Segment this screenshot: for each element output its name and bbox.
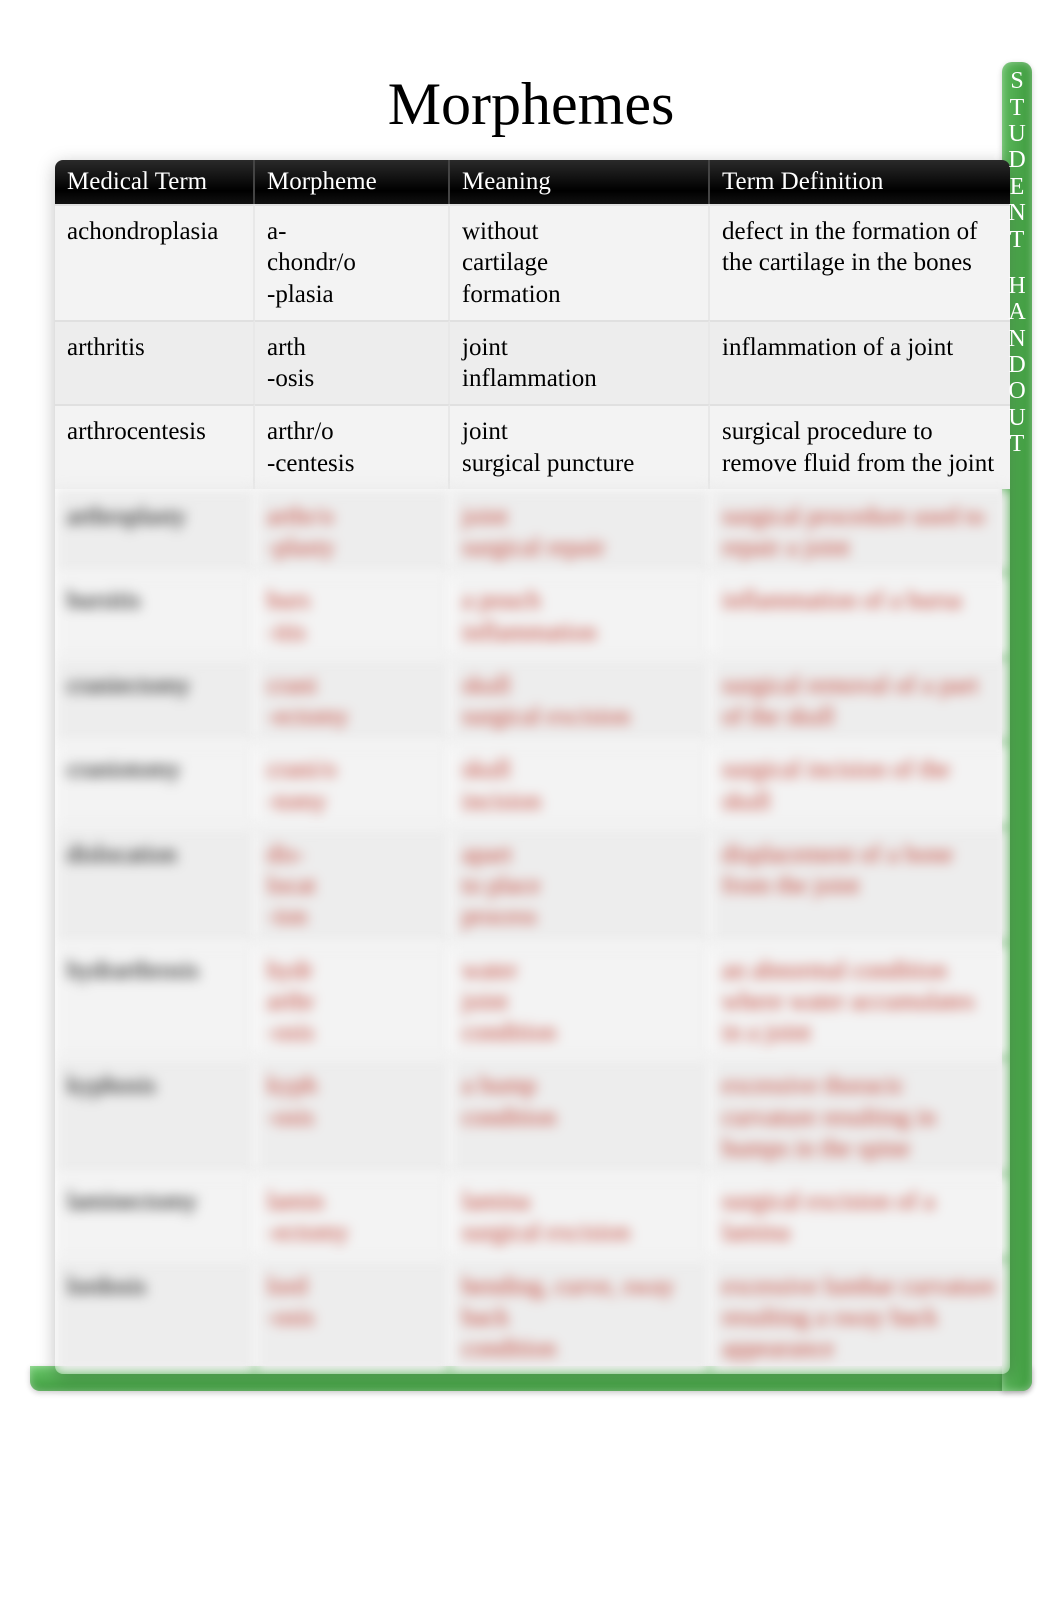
cell-morpheme: lamin-ectomy — [255, 1174, 450, 1259]
table-body: achondroplasiaa-chondr/o-plasiawithoutca… — [55, 204, 1010, 1374]
table-row: arthrocentesisarthr/o-centesisjointsurgi… — [55, 404, 1010, 489]
cell-meaning: jointsurgical puncture — [450, 404, 710, 489]
table-row: arthroplastyarthr/o-plastyjointsurgical … — [55, 489, 1010, 574]
cell-morpheme: crani-ectomy — [255, 658, 450, 743]
table-header-row: Medical Term Morpheme Meaning Term Defin… — [55, 160, 1010, 204]
cell-definition: surgical removal of a part of the skull — [710, 658, 1010, 743]
cell-term: lordosis — [55, 1259, 255, 1375]
cell-meaning: bending, curve, sway backcondition — [450, 1259, 710, 1375]
cell-meaning: jointsurgical repair — [450, 489, 710, 574]
table-row: bursitisburs-itisa pouchinflammationinfl… — [55, 573, 1010, 658]
cell-definition: excessive thoracic curvature resulting i… — [710, 1058, 1010, 1174]
cell-morpheme: a-chondr/o-plasia — [255, 204, 450, 320]
cell-morpheme: lord-osis — [255, 1259, 450, 1375]
cell-meaning: laminasurgical excision — [450, 1174, 710, 1259]
morpheme-table-wrap: Medical Term Morpheme Meaning Term Defin… — [55, 160, 1010, 1374]
side-label: S T U D E N T H A N D O U T — [1002, 68, 1032, 457]
cell-morpheme: burs-itis — [255, 573, 450, 658]
col-morpheme: Morpheme — [255, 160, 450, 204]
cell-morpheme: crani/o-tomy — [255, 742, 450, 827]
table-row: achondroplasiaa-chondr/o-plasiawithoutca… — [55, 204, 1010, 320]
cell-term: craniectomy — [55, 658, 255, 743]
table-row: laminectomylamin-ectomylaminasurgical ex… — [55, 1174, 1010, 1259]
cell-term: arthritis — [55, 320, 255, 405]
cell-definition: surgical procedure used to repair a join… — [710, 489, 1010, 574]
cell-meaning: apartto placeprocess — [450, 827, 710, 943]
table-row: hydrarthrosishydrarthr-osiswaterjointcon… — [55, 943, 1010, 1059]
table-row: kyphosiskyph-osisa humpconditionexcessiv… — [55, 1058, 1010, 1174]
page: S T U D E N T H A N D O U T Morphemes Me… — [0, 40, 1062, 1601]
cell-definition: defect in the formation of the cartilage… — [710, 204, 1010, 320]
page-title: Morphemes — [0, 40, 1062, 159]
cell-meaning: a pouchinflammation — [450, 573, 710, 658]
table-row: lordosislord-osisbending, curve, sway ba… — [55, 1259, 1010, 1375]
cell-term: arthroplasty — [55, 489, 255, 574]
side-label-line2: H A N D O U T — [1002, 273, 1032, 458]
cell-definition: excessive lumbar curvature resulting a s… — [710, 1259, 1010, 1375]
cell-morpheme: arth-osis — [255, 320, 450, 405]
cell-term: kyphosis — [55, 1058, 255, 1174]
table-row: arthritisarth-osisjointinflammationinfla… — [55, 320, 1010, 405]
morpheme-table: Medical Term Morpheme Meaning Term Defin… — [55, 160, 1010, 1374]
table-row: craniotomycrani/o-tomyskullincisionsurgi… — [55, 742, 1010, 827]
cell-term: laminectomy — [55, 1174, 255, 1259]
cell-term: hydrarthrosis — [55, 943, 255, 1059]
cell-morpheme: arthr/o-plasty — [255, 489, 450, 574]
col-meaning: Meaning — [450, 160, 710, 204]
table-row: dislocationdis-locat-ionapartto placepro… — [55, 827, 1010, 943]
cell-definition: an abnormal condition where water accumu… — [710, 943, 1010, 1059]
cell-term: achondroplasia — [55, 204, 255, 320]
side-label-line1: S T U D E N T — [1002, 68, 1032, 253]
cell-definition: inflammation of a joint — [710, 320, 1010, 405]
cell-meaning: waterjointcondition — [450, 943, 710, 1059]
cell-meaning: withoutcartilageformation — [450, 204, 710, 320]
cell-term: craniotomy — [55, 742, 255, 827]
col-medical-term: Medical Term — [55, 160, 255, 204]
cell-definition: surgical incision of the skull — [710, 742, 1010, 827]
cell-meaning: a humpcondition — [450, 1058, 710, 1174]
cell-morpheme: dis-locat-ion — [255, 827, 450, 943]
cell-meaning: skullincision — [450, 742, 710, 827]
cell-morpheme: kyph-osis — [255, 1058, 450, 1174]
cell-term: dislocation — [55, 827, 255, 943]
cell-definition: inflammation of a bursa — [710, 573, 1010, 658]
col-definition: Term Definition — [710, 160, 1010, 204]
cell-definition: surgical excision of a lamina — [710, 1174, 1010, 1259]
cell-term: arthrocentesis — [55, 404, 255, 489]
cell-definition: displacement of a bone from the joint — [710, 827, 1010, 943]
cell-morpheme: hydrarthr-osis — [255, 943, 450, 1059]
cell-term: bursitis — [55, 573, 255, 658]
cell-meaning: skullsurgical excision — [450, 658, 710, 743]
table-row: craniectomycrani-ectomyskullsurgical exc… — [55, 658, 1010, 743]
cell-morpheme: arthr/o-centesis — [255, 404, 450, 489]
cell-meaning: jointinflammation — [450, 320, 710, 405]
cell-definition: surgical procedure to remove fluid from … — [710, 404, 1010, 489]
